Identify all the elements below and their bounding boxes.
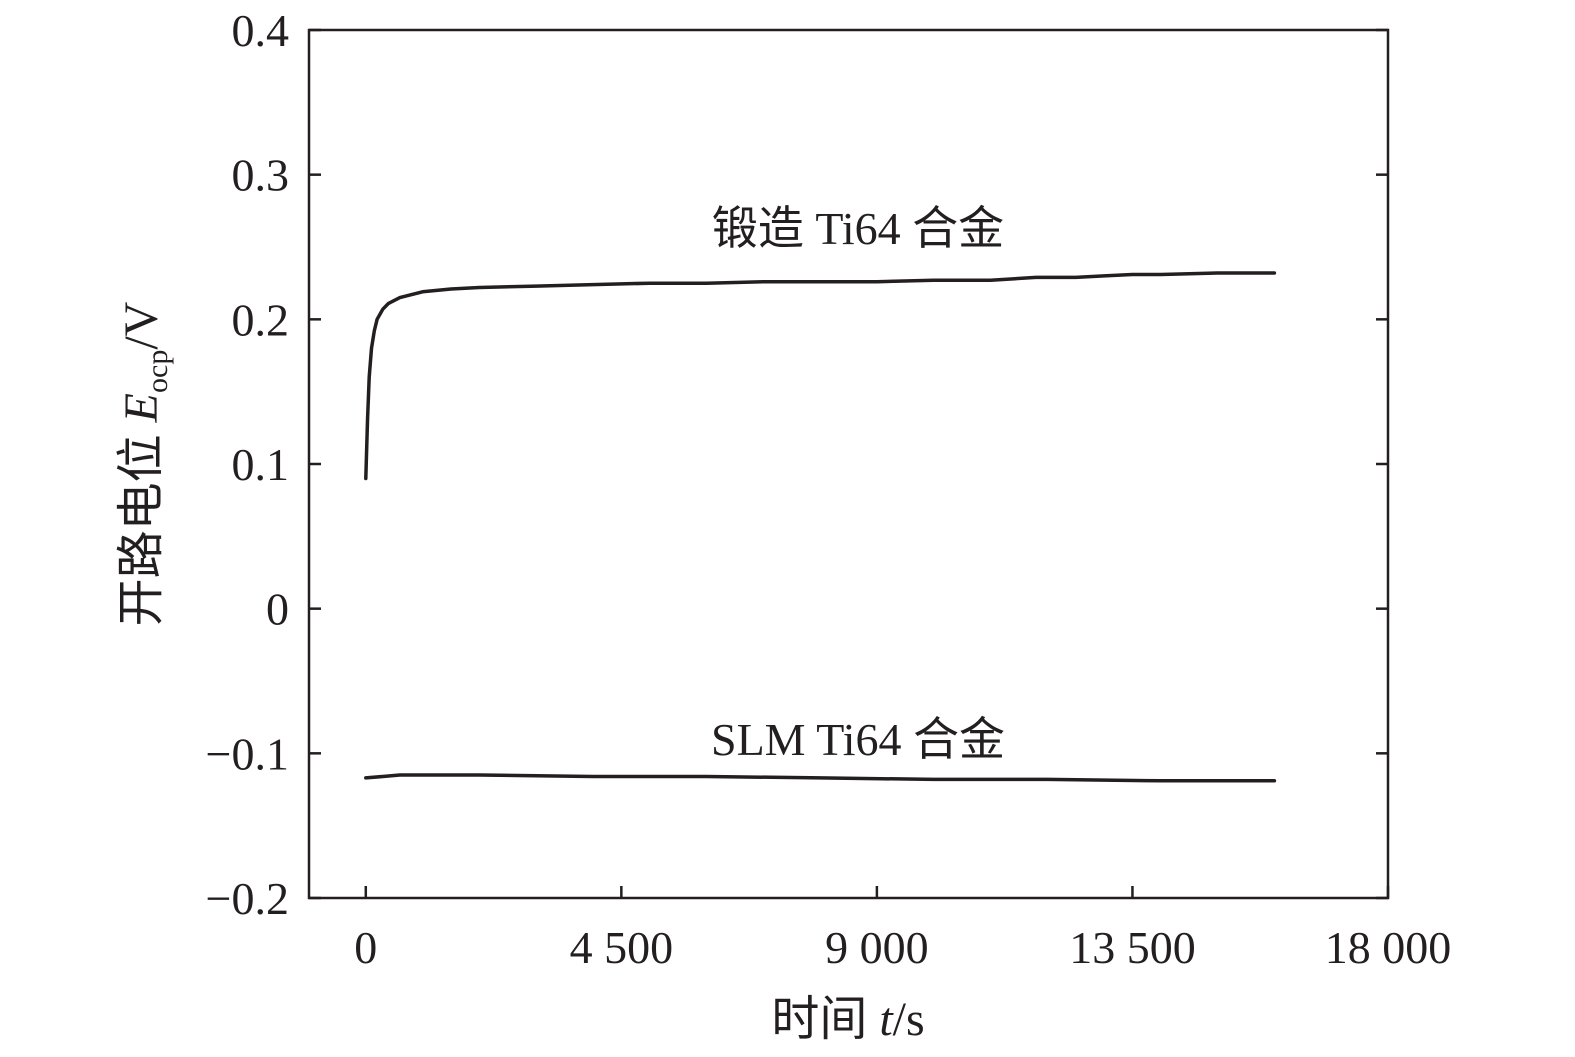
y-tick-label: 0.3 <box>232 150 290 201</box>
x-tick-label: 0 <box>354 922 377 973</box>
series-label-forged: 锻造 Ti64 合金 <box>712 203 1004 254</box>
x-tick-label: 9 000 <box>825 922 929 973</box>
y-axis-title: 开路电位 Eocp/V <box>115 301 174 626</box>
series-line-slm <box>364 773 1277 783</box>
y-axis-title-prefix: 开路电位 <box>115 422 168 626</box>
y-tick-label: 0.2 <box>232 294 290 345</box>
x-axis-title-prefix: 时间 <box>771 993 879 1046</box>
x-axis-title: 时间 t/s <box>771 993 924 1046</box>
y-tick-label: −0.1 <box>206 728 289 779</box>
y-tick-label: 0.4 <box>232 5 290 56</box>
axis-ticks: 0 4 500 9 000 13 500 18 000 −0.2 −0.1 0 0.1 0.2 0.… <box>206 5 1452 973</box>
series-lines <box>364 271 1277 783</box>
x-axis-title-variable: t <box>879 993 894 1046</box>
x-tick-label: 13 500 <box>1069 922 1196 973</box>
y-axis-title-variable: E <box>115 393 168 423</box>
y-axis-title-subscript: ocp <box>141 350 174 393</box>
x-axis-title-unit: /s <box>893 993 925 1046</box>
x-tick-label: 4 500 <box>570 922 674 973</box>
y-tick-label: 0.1 <box>232 439 290 490</box>
y-tick-label: −0.2 <box>206 873 289 924</box>
plot-frame <box>307 28 1390 900</box>
series-label-slm: SLM Ti64 合金 <box>711 714 1005 765</box>
series-line-forged <box>364 271 1277 481</box>
y-axis-title-unit: /V <box>115 301 168 349</box>
x-tick-label: 18 000 <box>1325 922 1452 973</box>
y-tick-label: 0 <box>266 584 289 635</box>
